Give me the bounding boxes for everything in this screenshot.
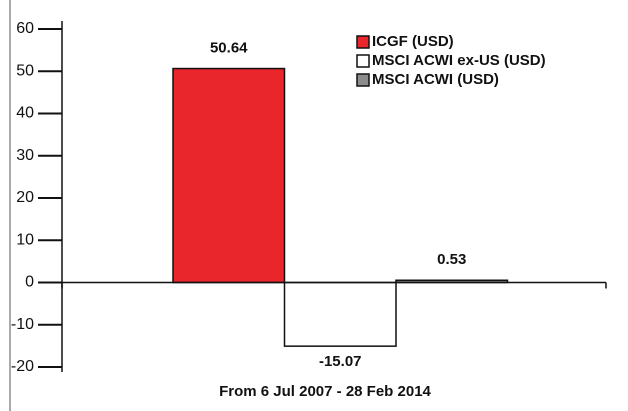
legend-label: MSCI ACWI (USD) bbox=[372, 71, 499, 88]
bar bbox=[283, 281, 397, 347]
y-tick-label: 0 bbox=[25, 274, 34, 291]
y-tick-label: 60 bbox=[16, 20, 34, 37]
legend-label: MSCI ACWI ex-US (USD) bbox=[372, 52, 546, 69]
y-tick-label: -10 bbox=[11, 316, 34, 333]
x-axis-label: From 6 Jul 2007 - 28 Feb 2014 bbox=[219, 383, 431, 400]
legend-swatch bbox=[356, 73, 370, 87]
y-tick-label: -20 bbox=[11, 358, 34, 375]
y-tick-label: 40 bbox=[16, 105, 34, 122]
y-tick-label: 30 bbox=[16, 147, 34, 164]
y-tick-label: 10 bbox=[16, 231, 34, 248]
data-label: 50.64 bbox=[210, 40, 248, 57]
legend-label: ICGF (USD) bbox=[372, 33, 454, 50]
bar bbox=[172, 67, 286, 284]
data-label: 0.53 bbox=[437, 251, 466, 268]
legend-swatch bbox=[356, 35, 370, 49]
data-label: -15.07 bbox=[319, 353, 362, 370]
y-tick-label: 20 bbox=[16, 189, 34, 206]
legend-swatch bbox=[356, 54, 370, 68]
y-tick-label: 50 bbox=[16, 62, 34, 79]
